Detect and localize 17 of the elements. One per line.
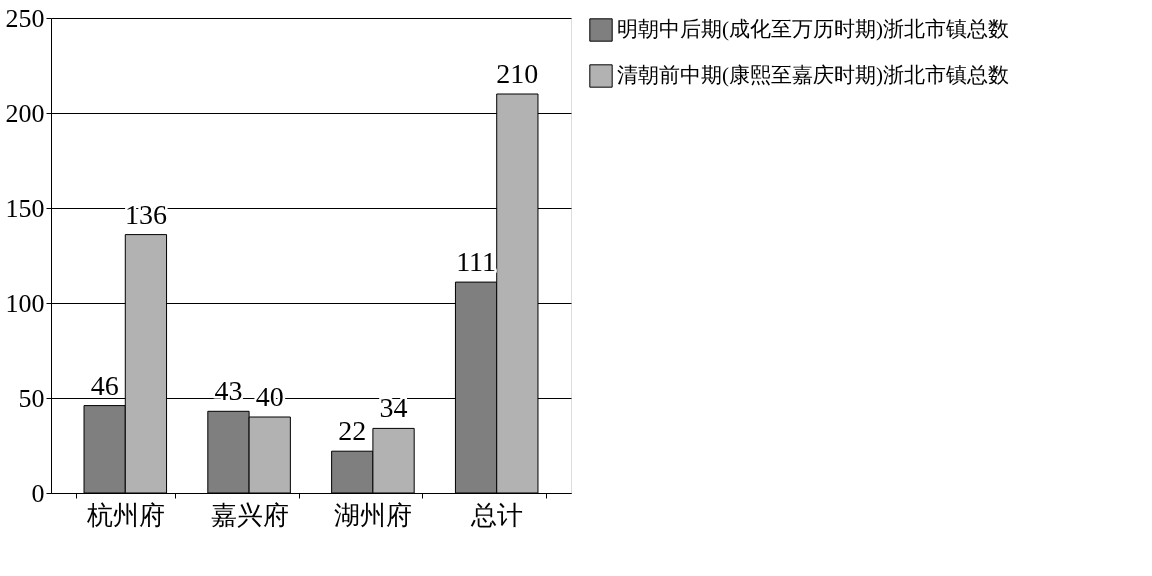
y-tick-label: 50 <box>18 383 45 413</box>
data-label: 22 <box>338 415 367 447</box>
y-tick-label: 200 <box>5 98 45 128</box>
x-tick-label: 总计 <box>470 500 524 530</box>
data-label: 210 <box>496 58 539 89</box>
y-tick-label: 250 <box>5 3 45 33</box>
y-tick-label: 0 <box>31 478 45 508</box>
x-tick-label: 湖州府 <box>334 500 413 530</box>
data-label: 46 <box>90 369 119 401</box>
y-tick-label: 150 <box>5 193 45 223</box>
y-tick-label: 100 <box>5 288 45 318</box>
data-label: 34 <box>379 392 408 424</box>
legend-label: 清朝前中期(康熙至嘉庆时期)浙北市镇总数 <box>617 63 1009 87</box>
legend-label: 明朝中后期(成化至万历时期)浙北市镇总数 <box>617 17 1009 41</box>
x-tick-label: 嘉兴府 <box>210 500 289 530</box>
x-tick-label: 杭州府 <box>85 500 165 530</box>
data-label: 111 <box>456 246 497 278</box>
